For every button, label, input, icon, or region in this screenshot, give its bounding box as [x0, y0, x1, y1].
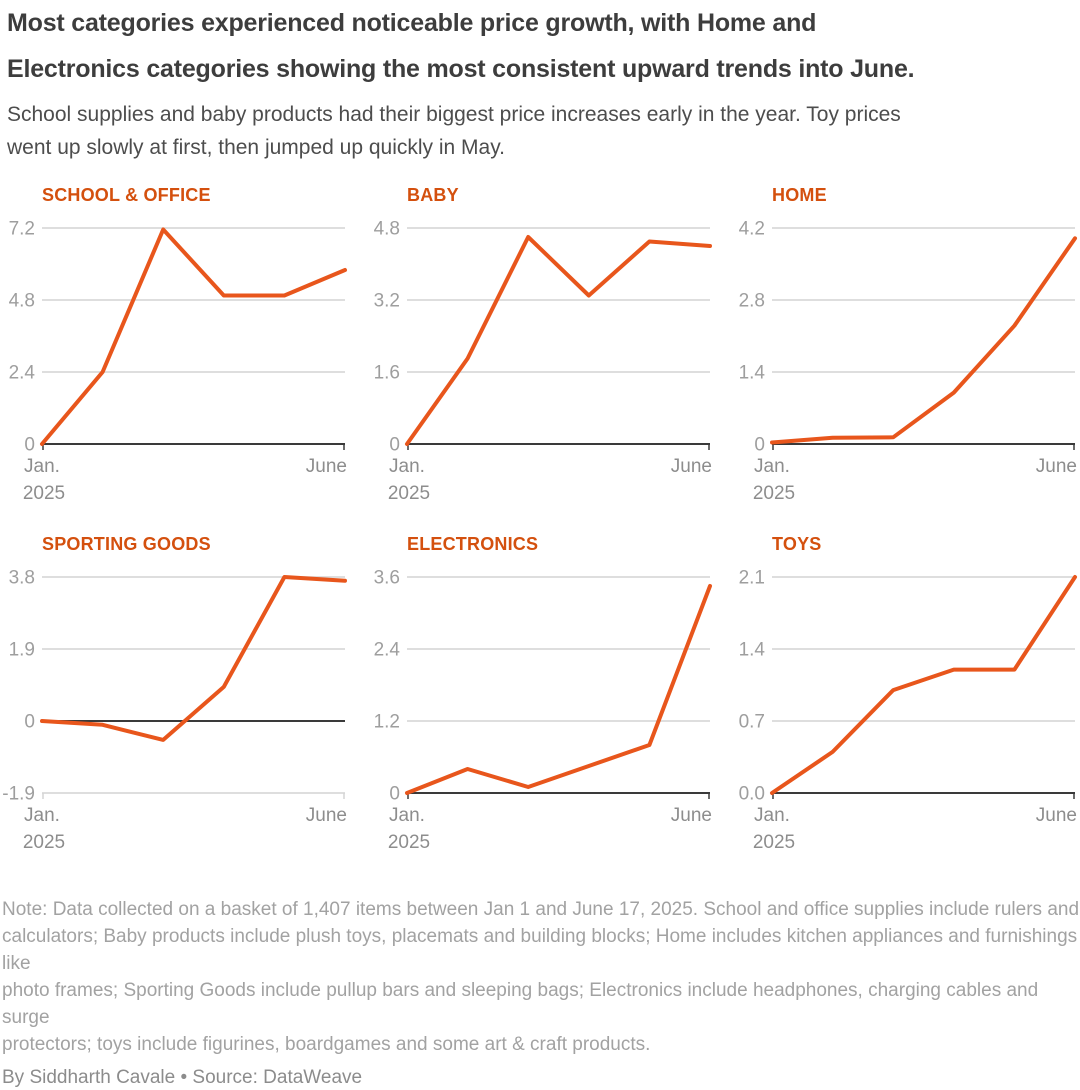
y-tick-label: 3.2 — [374, 291, 400, 312]
y-tick-label: 2.8 — [739, 291, 765, 312]
y-tick-label: -1.9 — [2, 784, 35, 805]
page-subtitle: School supplies and baby products had th… — [7, 103, 901, 159]
y-tick-label: 4.8 — [9, 291, 35, 312]
y-tick-label: 0 — [24, 435, 35, 456]
chart-panel-title: ELECTRONICS — [407, 534, 539, 554]
x-axis-label-start-year: 2025 — [753, 832, 795, 853]
small-multiples-grid: SCHOOL & OFFICE 7.2 4.8 2.4 0 Jan. 2025 June B… — [2, 184, 1080, 858]
x-axis-label-end: June — [306, 805, 347, 826]
x-axis-label-start-year: 2025 — [23, 483, 65, 504]
x-axis-label-start: Jan. — [24, 456, 60, 477]
x-axis-label-start-year: 2025 — [23, 832, 65, 853]
x-axis-label-start-year: 2025 — [753, 483, 795, 504]
trend-line — [40, 227, 347, 446]
y-tick-label: 0.7 — [739, 712, 765, 733]
y-tick-label: 0 — [389, 435, 400, 456]
page-title-line-1: Most categories experienced noticeable p… — [7, 9, 817, 37]
byline: By Siddharth Cavale • Source: DataWeave — [2, 1067, 363, 1088]
chart-panel-title: HOME — [772, 185, 827, 205]
header: Most categories experienced noticeable p… — [2, 0, 1080, 164]
y-tick-label: 1.2 — [374, 712, 400, 733]
chart-panel-title: SPORTING GOODS — [42, 534, 211, 554]
chart-panel-sporting-goods: SPORTING GOODS 3.8 1.9 0 -1.9 Jan. 2025 June — [2, 533, 347, 858]
y-tick-label: 2.4 — [9, 363, 36, 384]
chart-panel-title: TOYS — [772, 534, 822, 554]
y-tick-label: 1.6 — [374, 363, 400, 384]
y-tick-label: 2.4 — [374, 640, 401, 661]
y-tick-label: 1.4 — [739, 363, 766, 384]
y-tick-label: 0 — [389, 784, 400, 805]
chart-panel-electronics: ELECTRONICS 3.6 2.4 1.2 0 Jan. 2025 June — [367, 533, 712, 858]
chart-panel-home: HOME 4.2 2.8 1.4 0 Jan. 2025 June — [732, 184, 1077, 509]
footnote: Note: Data collected on a basket of 1,40… — [2, 899, 1080, 1055]
y-tick-label: 7.2 — [9, 219, 35, 240]
x-axis-label-start: Jan. — [754, 805, 790, 826]
y-tick-label: 2.1 — [739, 568, 765, 589]
x-axis-label-end: June — [671, 456, 712, 477]
x-axis-label-end: June — [306, 456, 347, 477]
x-axis-label-start-year: 2025 — [388, 832, 430, 853]
y-tick-label: 0 — [754, 435, 765, 456]
trend-line — [405, 235, 712, 446]
chart-panel-title: BABY — [407, 185, 459, 205]
y-tick-label: 1.4 — [739, 640, 766, 661]
trend-line — [405, 584, 712, 795]
x-axis-label-end: June — [1036, 805, 1077, 826]
x-axis-label-start: Jan. — [389, 456, 425, 477]
y-tick-label: 4.8 — [374, 219, 400, 240]
chart-panel-title: SCHOOL & OFFICE — [42, 185, 211, 205]
page-title-line-2: Electronics categories showing the most … — [7, 55, 915, 83]
chart-panel-baby: BABY 4.8 3.2 1.6 0 Jan. 2025 June — [367, 184, 712, 509]
x-axis-label-start: Jan. — [24, 805, 60, 826]
chart-panel-school-office: SCHOOL & OFFICE 7.2 4.8 2.4 0 Jan. 2025 June — [2, 184, 347, 509]
y-tick-label: 0.0 — [739, 784, 765, 805]
x-axis-label-start-year: 2025 — [388, 483, 430, 504]
x-axis-label-end: June — [1036, 456, 1077, 477]
y-tick-label: 0 — [24, 712, 35, 733]
x-axis-label-start: Jan. — [754, 456, 790, 477]
y-tick-label: 4.2 — [739, 219, 765, 240]
x-axis-label-end: June — [671, 805, 712, 826]
y-tick-label: 3.6 — [374, 568, 400, 589]
chart-panel-toys: TOYS 2.1 1.4 0.7 0.0 Jan. 2025 June — [732, 533, 1077, 858]
y-tick-label: 3.8 — [9, 568, 35, 589]
trend-line — [40, 575, 347, 742]
footer: Note: Data collected on a basket of 1,40… — [2, 896, 1080, 1090]
trend-line — [770, 575, 1077, 795]
y-tick-label: 1.9 — [9, 640, 35, 661]
x-axis-label-start: Jan. — [389, 805, 425, 826]
trend-line — [770, 236, 1077, 445]
